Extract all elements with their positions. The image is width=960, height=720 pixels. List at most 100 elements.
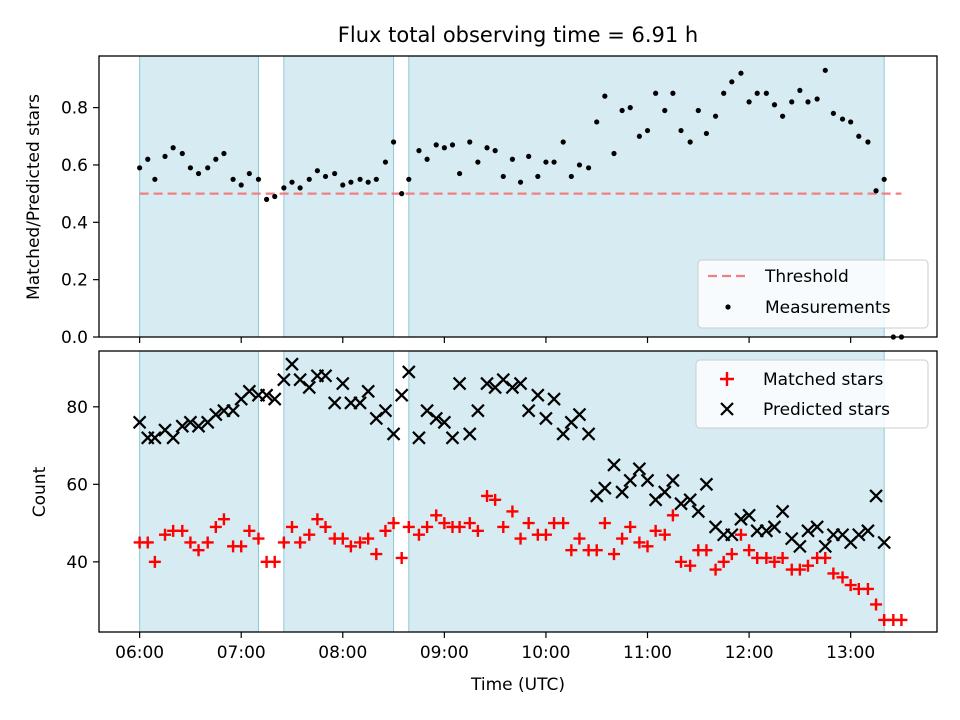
measurement-point bbox=[306, 176, 312, 182]
measurement-point bbox=[703, 130, 710, 137]
matched-star-marker bbox=[616, 532, 629, 545]
predicted-star-marker bbox=[259, 388, 274, 402]
legend-predicted-swatch bbox=[720, 402, 734, 416]
measurement-point bbox=[721, 90, 727, 96]
measurement-point bbox=[382, 159, 389, 165]
predicted-star-marker bbox=[852, 527, 866, 542]
measurement-point bbox=[441, 145, 447, 151]
measurement-point bbox=[255, 176, 262, 182]
top-x-ticks bbox=[139, 337, 852, 343]
predicted-star-marker bbox=[336, 376, 350, 391]
predicted-star-marker bbox=[775, 504, 790, 519]
predicted-star-marker bbox=[148, 431, 162, 445]
measurement-point bbox=[644, 127, 651, 134]
predicted-star-marker bbox=[810, 520, 824, 534]
predicted-star-marker bbox=[209, 407, 223, 422]
matched-star-marker bbox=[624, 520, 637, 533]
matched-star-marker bbox=[760, 551, 773, 564]
predicted-star-marker bbox=[759, 524, 774, 538]
measurement-point bbox=[137, 165, 143, 171]
xtick-label: 08:00 bbox=[318, 643, 367, 663]
measurement-point bbox=[848, 119, 854, 125]
matched-star-marker bbox=[776, 551, 789, 564]
measurement-point bbox=[746, 99, 752, 105]
top-window-0 bbox=[139, 55, 259, 338]
matched-star-marker bbox=[793, 563, 806, 576]
predicted-star-marker bbox=[445, 431, 460, 445]
legend-matched-label: Matched stars bbox=[763, 370, 883, 390]
measurement-point bbox=[162, 153, 168, 159]
matched-star-marker bbox=[607, 548, 620, 561]
measurement-point bbox=[449, 142, 456, 148]
predicted-star-marker bbox=[452, 376, 467, 391]
matched-star-marker bbox=[463, 517, 476, 530]
measurement-point bbox=[484, 145, 490, 151]
top-ytick-label: 0.8 bbox=[61, 99, 88, 119]
legend-measurements-label: Measurements bbox=[765, 298, 891, 318]
measurement-point bbox=[585, 165, 592, 171]
measurement-point bbox=[500, 173, 506, 180]
matched-star-marker bbox=[539, 528, 552, 541]
measurement-point bbox=[856, 133, 862, 139]
matched-star-marker bbox=[734, 528, 747, 541]
measurement-point bbox=[238, 182, 244, 188]
measurement-point bbox=[145, 156, 151, 162]
measurement-point bbox=[560, 139, 566, 145]
top-ytick-label: 0.6 bbox=[61, 156, 88, 176]
predicted-star-marker bbox=[462, 427, 477, 441]
matched-star-marker bbox=[148, 555, 161, 568]
matched-star-marker bbox=[573, 532, 586, 545]
matched-star-marker bbox=[285, 520, 298, 533]
predicted-star-marker bbox=[767, 520, 782, 534]
predicted-star-marker bbox=[607, 458, 621, 472]
predicted-star-marker bbox=[226, 403, 240, 418]
predicted-star-marker bbox=[513, 376, 528, 391]
measurement-point bbox=[543, 159, 549, 165]
matched-star-marker bbox=[319, 520, 332, 533]
predicted-star-marker bbox=[572, 407, 587, 422]
predicted-star-marker bbox=[818, 539, 833, 554]
measurement-point bbox=[602, 93, 608, 99]
matched-star-marker bbox=[209, 520, 222, 533]
matched-star-marker bbox=[768, 555, 781, 568]
measurement-point bbox=[467, 139, 473, 145]
legend-predicted-label: Predicted stars bbox=[763, 400, 890, 420]
predicted-star-marker bbox=[327, 396, 342, 410]
measurement-point bbox=[297, 185, 303, 191]
predicted-star-marker bbox=[666, 473, 680, 488]
chart-title: Flux total observing time = 6.91 h bbox=[338, 23, 698, 47]
matched-star-marker bbox=[514, 532, 527, 545]
measurement-point bbox=[348, 179, 354, 185]
xtick-label: 09:00 bbox=[420, 643, 469, 663]
predicted-star-marker bbox=[267, 392, 282, 406]
matched-star-marker bbox=[141, 536, 154, 549]
matched-star-marker bbox=[557, 517, 570, 530]
matched-star-marker bbox=[489, 493, 502, 506]
xtick-label: 06:00 bbox=[115, 643, 164, 663]
measurement-point bbox=[213, 156, 219, 162]
matched-star-marker bbox=[430, 509, 443, 522]
predicted-star-marker bbox=[412, 431, 426, 445]
matched-star-marker bbox=[438, 517, 451, 530]
legend-measurements-swatch bbox=[725, 304, 731, 310]
predicted-star-marker bbox=[242, 384, 257, 399]
matched-star-marker bbox=[666, 509, 679, 522]
bottom-ytick-label: 40 bbox=[66, 553, 88, 573]
measurement-point bbox=[526, 153, 532, 159]
bottom-panel: 40 60 80 06:00 07:00 08:00 09:00 10:00 11:00 12:… bbox=[30, 350, 938, 695]
measurement-point bbox=[264, 196, 270, 202]
bottom-window-0 bbox=[139, 350, 259, 633]
matched-star-marker bbox=[192, 544, 205, 557]
matched-star-marker bbox=[243, 524, 256, 537]
predicted-star-marker bbox=[623, 473, 638, 488]
bottom-ytick-label: 60 bbox=[66, 475, 88, 495]
predicted-star-marker bbox=[386, 427, 401, 441]
measurement-point bbox=[771, 102, 778, 108]
matched-star-marker bbox=[252, 532, 265, 545]
measurement-point bbox=[365, 179, 371, 185]
matched-star-marker bbox=[344, 540, 357, 553]
top-y-ticks: 0.0 0.2 0.4 0.6 0.8 bbox=[61, 99, 99, 348]
measurement-point bbox=[205, 165, 211, 171]
measurement-point bbox=[399, 191, 405, 197]
top-observing-windows bbox=[139, 55, 885, 338]
